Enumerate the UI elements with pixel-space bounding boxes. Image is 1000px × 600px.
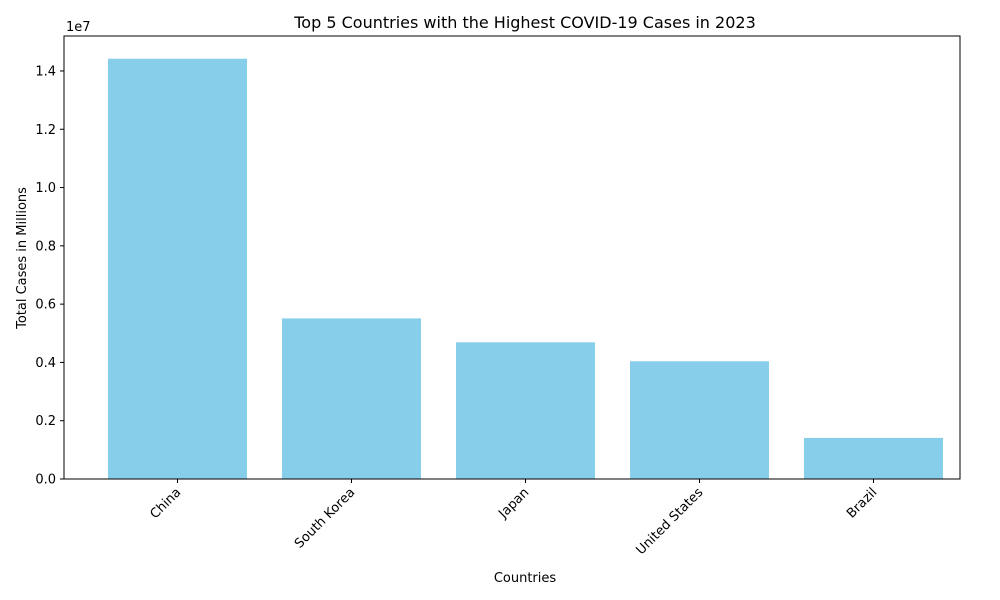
x-axis-ticks: China South Korea Japan United States Brazil — [147, 479, 880, 558]
bars-group — [108, 58, 943, 479]
y-tick-label: 0.2 — [35, 414, 56, 429]
y-axis-offset-label: 1e7 — [66, 20, 91, 35]
bar-united-states — [630, 361, 769, 479]
y-axis-label: Total Cases in Millions — [15, 187, 30, 330]
plot-frame — [63, 35, 961, 480]
x-tick-label: Japan — [495, 485, 532, 522]
x-axis-label: Countries — [494, 571, 557, 586]
x-tick-label: United States — [633, 485, 706, 558]
y-tick-label: 1.0 — [35, 181, 56, 196]
y-tick-label: 0.6 — [35, 298, 56, 313]
bar-south-korea — [282, 318, 421, 479]
bar-china — [108, 58, 247, 479]
y-tick-label: 0.4 — [35, 356, 56, 371]
y-tick-label: 0.0 — [35, 473, 56, 488]
y-tick-label: 1.4 — [35, 64, 56, 79]
x-tick-label: Brazil — [844, 485, 880, 521]
y-axis-ticks: 0.0 0.2 0.4 0.6 0.8 1.0 1.2 1.4 — [35, 64, 64, 488]
y-tick-label: 0.8 — [35, 239, 56, 254]
y-tick-label: 1.2 — [35, 123, 56, 138]
x-tick-label: China — [147, 485, 184, 522]
bar-brazil — [804, 437, 943, 479]
chart-title: Top 5 Countries with the Highest COVID-1… — [293, 13, 756, 32]
x-tick-label: South Korea — [292, 485, 358, 551]
bar-japan — [456, 342, 595, 479]
